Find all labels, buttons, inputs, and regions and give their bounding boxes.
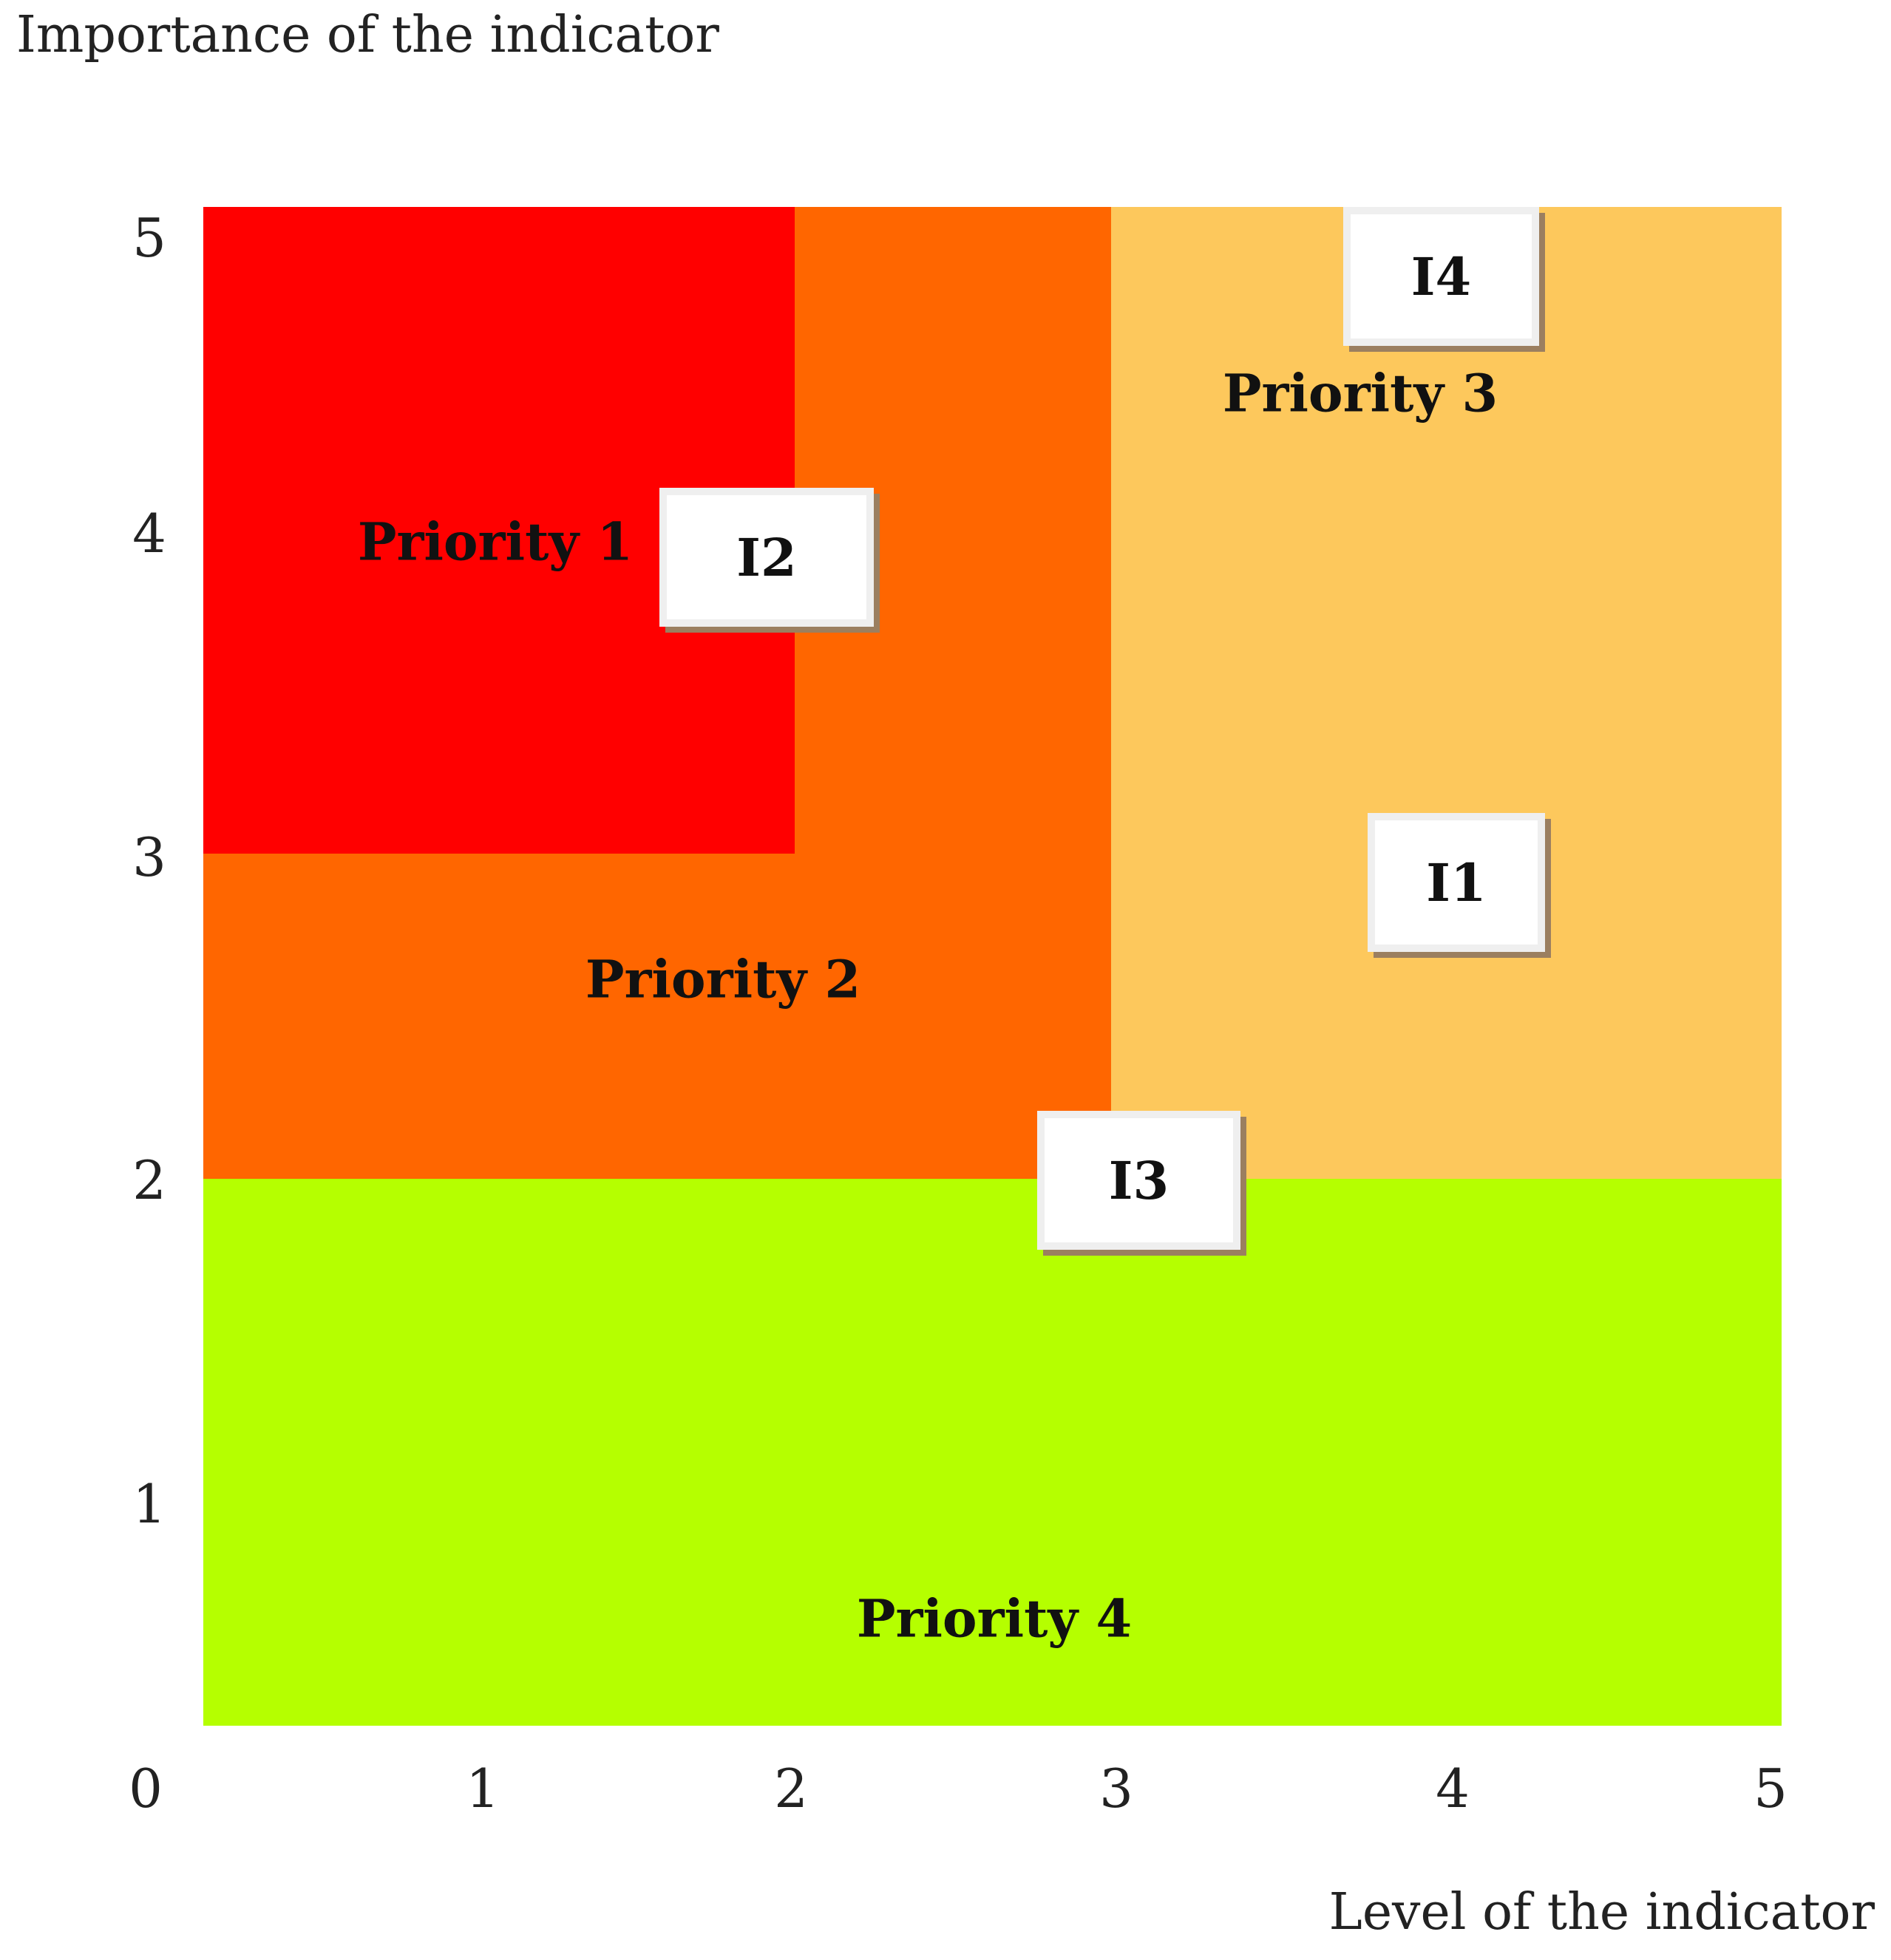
priority-2-label: Priority 2 [585, 948, 861, 1010]
x-tick: 3 [1099, 1757, 1133, 1820]
priority-4-zone [203, 1179, 1782, 1726]
priority-3-zone [1111, 207, 1782, 1179]
x-tick: 4 [1436, 1757, 1470, 1820]
x-tick: 5 [1753, 1757, 1788, 1820]
y-tick: 5 [132, 207, 166, 269]
y-tick: 1 [132, 1473, 166, 1535]
y-tick: 3 [132, 826, 166, 888]
y-axis-title: Importance of the indicator [16, 6, 719, 64]
y-tick: 4 [132, 503, 166, 565]
indicator-i1-marker: I1 [1368, 813, 1545, 952]
indicator-i3-marker: I3 [1037, 1111, 1240, 1250]
x-tick: 2 [774, 1757, 808, 1820]
indicator-i4-marker: I4 [1343, 207, 1539, 346]
x-tick: 1 [466, 1757, 500, 1820]
indicator-i2-marker: I2 [659, 488, 874, 627]
priority-4-label: Priority 4 [856, 1588, 1133, 1650]
x-axis-title: Level of the indicator [1328, 1883, 1875, 1942]
priority-1-label: Priority 1 [357, 511, 634, 573]
x-tick: 0 [129, 1757, 163, 1820]
priority-3-label: Priority 3 [1222, 362, 1498, 424]
y-tick: 2 [132, 1149, 166, 1211]
